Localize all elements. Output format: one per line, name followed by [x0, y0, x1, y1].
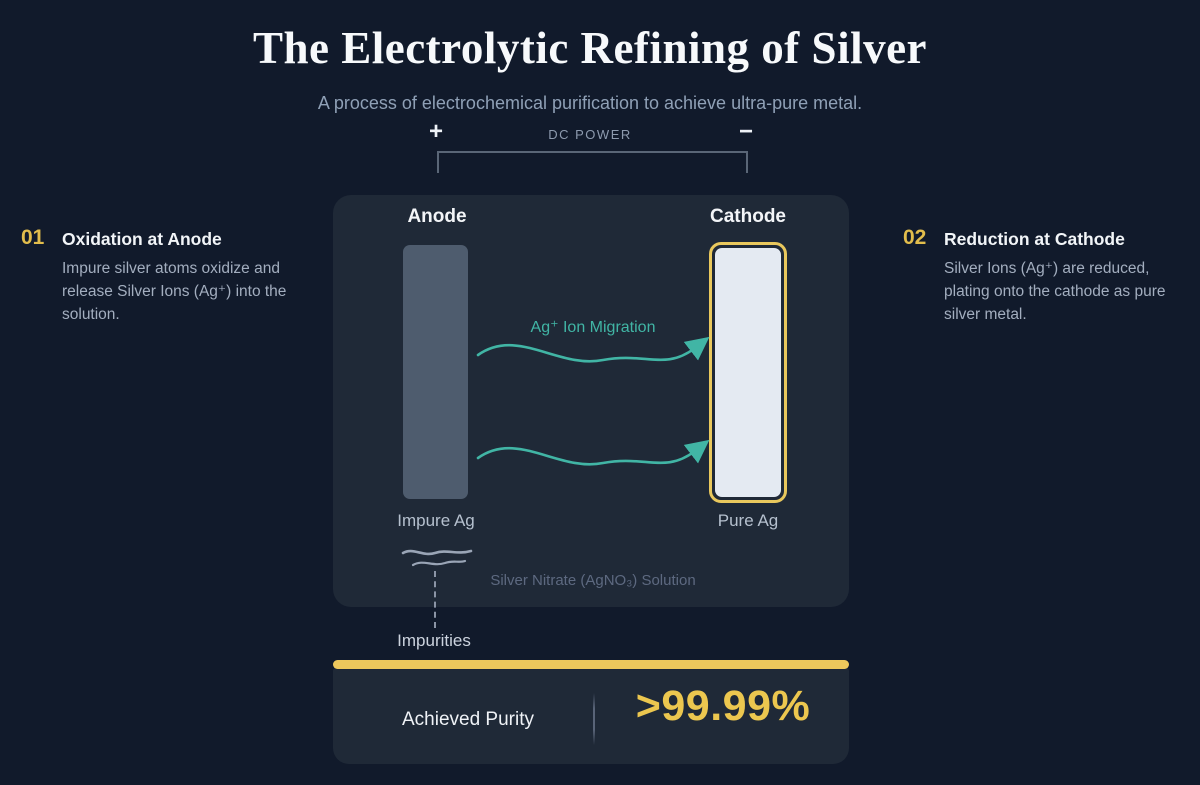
ion-migration-arrows-icon [476, 336, 710, 466]
solution-label: Silver Nitrate (AgNO₃) Solution [490, 572, 696, 589]
cathode-electrode [709, 242, 787, 503]
impurities-label: Impurities [397, 631, 471, 650]
card-divider [593, 693, 595, 745]
purity-card-body: Achieved Purity >99.99% [333, 667, 849, 764]
impurities-wave-icon [401, 549, 473, 567]
step-2-number: 02 [903, 226, 927, 249]
step-2-title: Reduction at Cathode [944, 229, 1125, 249]
page-title: The Electrolytic Refining of Silver [252, 23, 928, 73]
page-subtitle: A process of electrochemical purificatio… [317, 93, 863, 113]
ion-migration-label: Ag⁺ Ion Migration [530, 319, 656, 336]
anode-caption: Impure Ag [397, 511, 475, 530]
step-1-number: 01 [21, 226, 45, 249]
step-1-title: Oxidation at Anode [62, 229, 222, 249]
purity-result-card: Achieved Purity >99.99% [333, 660, 849, 764]
cathode-silver-plate [715, 248, 781, 497]
purity-label: Achieved Purity [401, 709, 534, 730]
gold-accent-bar [333, 660, 849, 669]
anode-title: Anode [407, 206, 467, 227]
positive-terminal-icon: + [428, 118, 443, 145]
cathode-title: Cathode [710, 206, 786, 227]
power-wire-bracket [437, 151, 748, 173]
dc-power-label: DC POWER [548, 127, 632, 142]
electrolytic-cell-panel: Anode Cathode Ag⁺ Ion Migration Impure A… [333, 195, 849, 607]
impurities-pointer-line [434, 571, 436, 628]
step-1-description: Impure silver atoms oxidize and release … [62, 260, 287, 323]
negative-terminal-icon: − [738, 118, 753, 145]
step-2-description: Silver Ions (Ag⁺) are reduced, plating o… [944, 260, 1166, 323]
cathode-caption: Pure Ag [717, 511, 779, 530]
purity-value: >99.99% [635, 682, 811, 730]
anode-electrode [403, 245, 468, 499]
